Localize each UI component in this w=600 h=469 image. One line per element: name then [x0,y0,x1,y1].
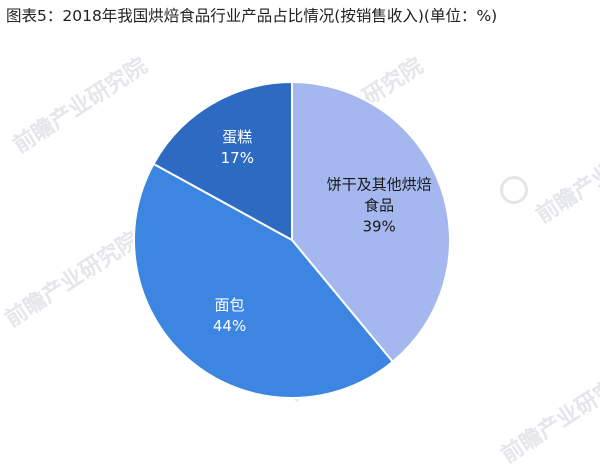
pie-chart: 饼干及其他烘焙食品 39% 面包 44% 蛋糕 17% [133,80,451,399]
slice-label: 蛋糕 [222,128,252,146]
chart-title: 图表5：2018年我国烘焙食品行业产品占比情况(按销售收入)(单位：%) [6,7,498,25]
slice-label: 饼干及其他烘焙食品 [327,176,432,215]
pie-slice [291,80,451,364]
slice-value-label: 44% [213,317,246,335]
pie-slice [133,162,395,399]
pie-slice [152,80,293,242]
watermark-logo-icon [500,176,528,204]
slice-value-label: 17% [221,149,254,167]
slice-value-label: 39% [362,218,395,236]
slice-label: 面包 [215,296,245,314]
